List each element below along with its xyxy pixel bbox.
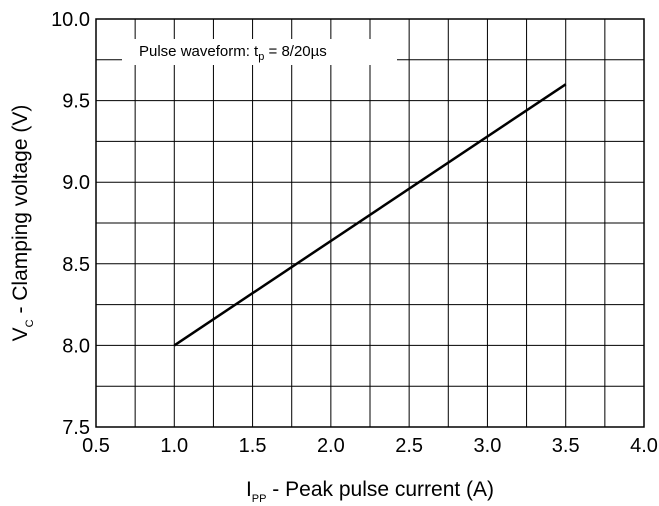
- y-tick-label: 8.0: [62, 335, 90, 357]
- x-axis-label-main: I: [246, 478, 252, 501]
- y-tick-label: 10.0: [51, 9, 90, 31]
- y-tick-label: 9.5: [62, 91, 90, 113]
- x-axis-label-rest: - Peak pulse current (A): [266, 478, 494, 501]
- y-tick-label: 7.5: [62, 417, 90, 439]
- x-tick-label: 2.0: [317, 435, 345, 457]
- x-tick-label: 1.0: [160, 435, 188, 457]
- y-tick-label: 9.0: [62, 172, 90, 194]
- y-axis-label-subscript: C: [24, 319, 36, 327]
- annotation-subscript: p: [258, 51, 264, 63]
- x-tick-label: 2.5: [395, 435, 423, 457]
- x-tick-label: 4.0: [630, 435, 658, 457]
- grid: [96, 19, 644, 427]
- x-tick-labels: 0.5 1.0 1.5 2.0 2.5 3.0 3.5 4.0: [82, 435, 658, 457]
- y-axis-label-rest: - Clamping voltage (V): [9, 105, 32, 320]
- x-tick-label: 0.5: [82, 435, 110, 457]
- annotation-suffix: = 8/20µs: [264, 43, 326, 60]
- y-axis-label: VC - Clamping voltage (V): [9, 105, 36, 342]
- y-tick-label: 8.5: [62, 254, 90, 276]
- series-layer: [173, 83, 567, 347]
- x-tick-label: 1.5: [239, 435, 267, 457]
- x-tick-label: 3.5: [552, 435, 580, 457]
- x-axis-label: IPP - Peak pulse current (A): [246, 478, 494, 505]
- annotation-prefix: Pulse waveform: t: [139, 43, 259, 60]
- annotation: Pulse waveform: tp = 8/20µs: [139, 43, 327, 63]
- plot-frame: [95, 18, 645, 428]
- x-tick-label: 3.0: [474, 435, 502, 457]
- annotation-background: [122, 39, 397, 65]
- y-axis-label-main: V: [9, 327, 32, 341]
- x-axis-label-subscript: PP: [252, 493, 267, 505]
- series-line: [173, 83, 567, 347]
- y-tick-labels: 7.5 8.0 8.5 9.0 9.5 10.0: [51, 9, 90, 439]
